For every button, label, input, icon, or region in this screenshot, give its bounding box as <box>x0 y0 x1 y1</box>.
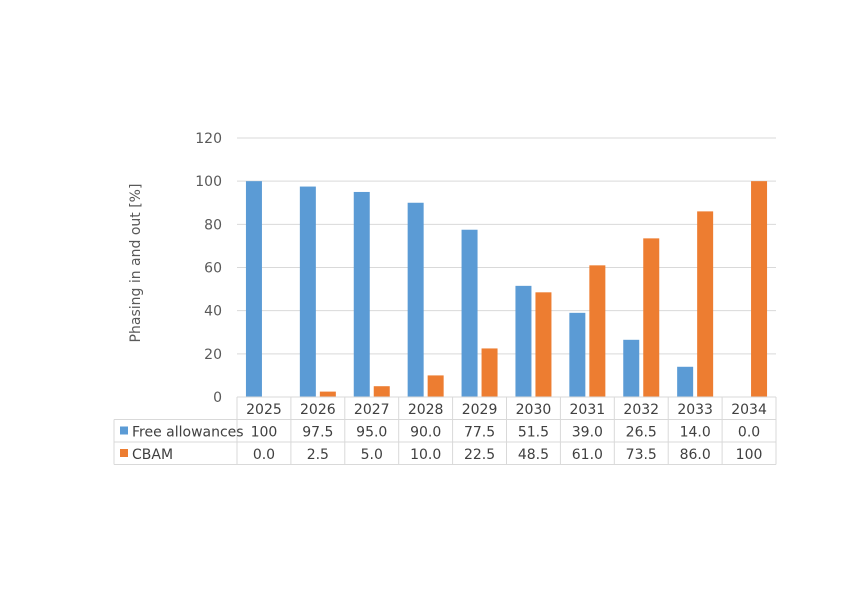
y-tick-label: 60 <box>204 261 222 277</box>
x-tick-label: 2028 <box>408 402 444 418</box>
bar-cbam-2026 <box>319 391 336 397</box>
bar-cbam-2027 <box>373 386 390 397</box>
data-label: 86.0 <box>680 447 711 463</box>
data-label: 2.5 <box>307 447 329 463</box>
y-tick-label: 80 <box>204 217 222 233</box>
bars <box>245 181 768 397</box>
bar-cbam-2033 <box>697 211 714 397</box>
data-label: 5.0 <box>361 447 383 463</box>
bar-free-allowances-2026 <box>299 186 316 397</box>
data-label: 77.5 <box>464 425 495 441</box>
bar-free-allowances-2027 <box>353 191 370 397</box>
bar-free-allowances-2030 <box>515 285 532 397</box>
data-label: 95.0 <box>356 425 387 441</box>
x-tick-label: 2026 <box>300 402 336 418</box>
x-tick-label: 2030 <box>516 402 552 418</box>
bar-cbam-2034 <box>751 181 768 397</box>
y-tick-label: 40 <box>204 304 222 320</box>
data-label: 48.5 <box>518 447 549 463</box>
x-tick-label: 2032 <box>623 402 659 418</box>
data-label: 100 <box>251 425 278 441</box>
data-label: 14.0 <box>680 425 711 441</box>
legend-swatch-free-allowances <box>120 426 128 435</box>
y-tick-label: 0 <box>213 390 222 406</box>
data-label: 73.5 <box>626 447 657 463</box>
data-label: 22.5 <box>464 447 495 463</box>
data-label: 100 <box>736 447 763 463</box>
y-tick-label: 20 <box>204 347 222 363</box>
x-tick-label: 2029 <box>462 402 498 418</box>
data-label: 97.5 <box>302 425 333 441</box>
legend-swatch-cbam <box>120 449 128 457</box>
bar-free-allowances-2025 <box>245 181 262 397</box>
data-label: 90.0 <box>410 425 441 441</box>
x-tick-label: 2031 <box>570 402 606 418</box>
bar-free-allowances-2032 <box>623 339 640 397</box>
data-label: 61.0 <box>572 447 603 463</box>
x-tick-label: 2033 <box>677 402 713 418</box>
legend-label: Free allowances <box>132 425 244 441</box>
data-label: 51.5 <box>518 425 549 441</box>
bar-free-allowances-2029 <box>461 229 478 397</box>
bar-cbam-2029 <box>481 348 498 397</box>
y-axis-ticks: 0 20 40 60 80 100 120 <box>195 131 222 406</box>
bar-cbam-2028 <box>427 375 444 397</box>
data-table: 2025 2026 2027 2028 2029 2030 2031 2032 2033 2034… <box>113 396 777 465</box>
x-tick-label: 2025 <box>246 402 282 418</box>
data-label: 39.0 <box>572 425 603 441</box>
data-label: 10.0 <box>410 447 441 463</box>
data-label: 26.5 <box>626 425 657 441</box>
bar-cbam-2030 <box>535 292 552 397</box>
y-tick-label: 120 <box>195 131 222 147</box>
bar-free-allowances-2028 <box>407 202 424 397</box>
y-tick-label: 100 <box>195 174 222 190</box>
y-axis-label: Phasing in and out [%] <box>128 184 144 343</box>
bar-cbam-2032 <box>643 238 660 397</box>
x-tick-label: 2034 <box>731 402 767 418</box>
bar-cbam-2031 <box>589 265 606 397</box>
bar-free-allowances-2031 <box>569 312 586 397</box>
legend-label: CBAM <box>132 447 173 463</box>
x-tick-label: 2027 <box>354 402 390 418</box>
data-label: 0.0 <box>253 447 275 463</box>
gridlines <box>237 137 776 355</box>
bar-free-allowances-2033 <box>677 366 694 397</box>
data-label: 0.0 <box>738 425 760 441</box>
